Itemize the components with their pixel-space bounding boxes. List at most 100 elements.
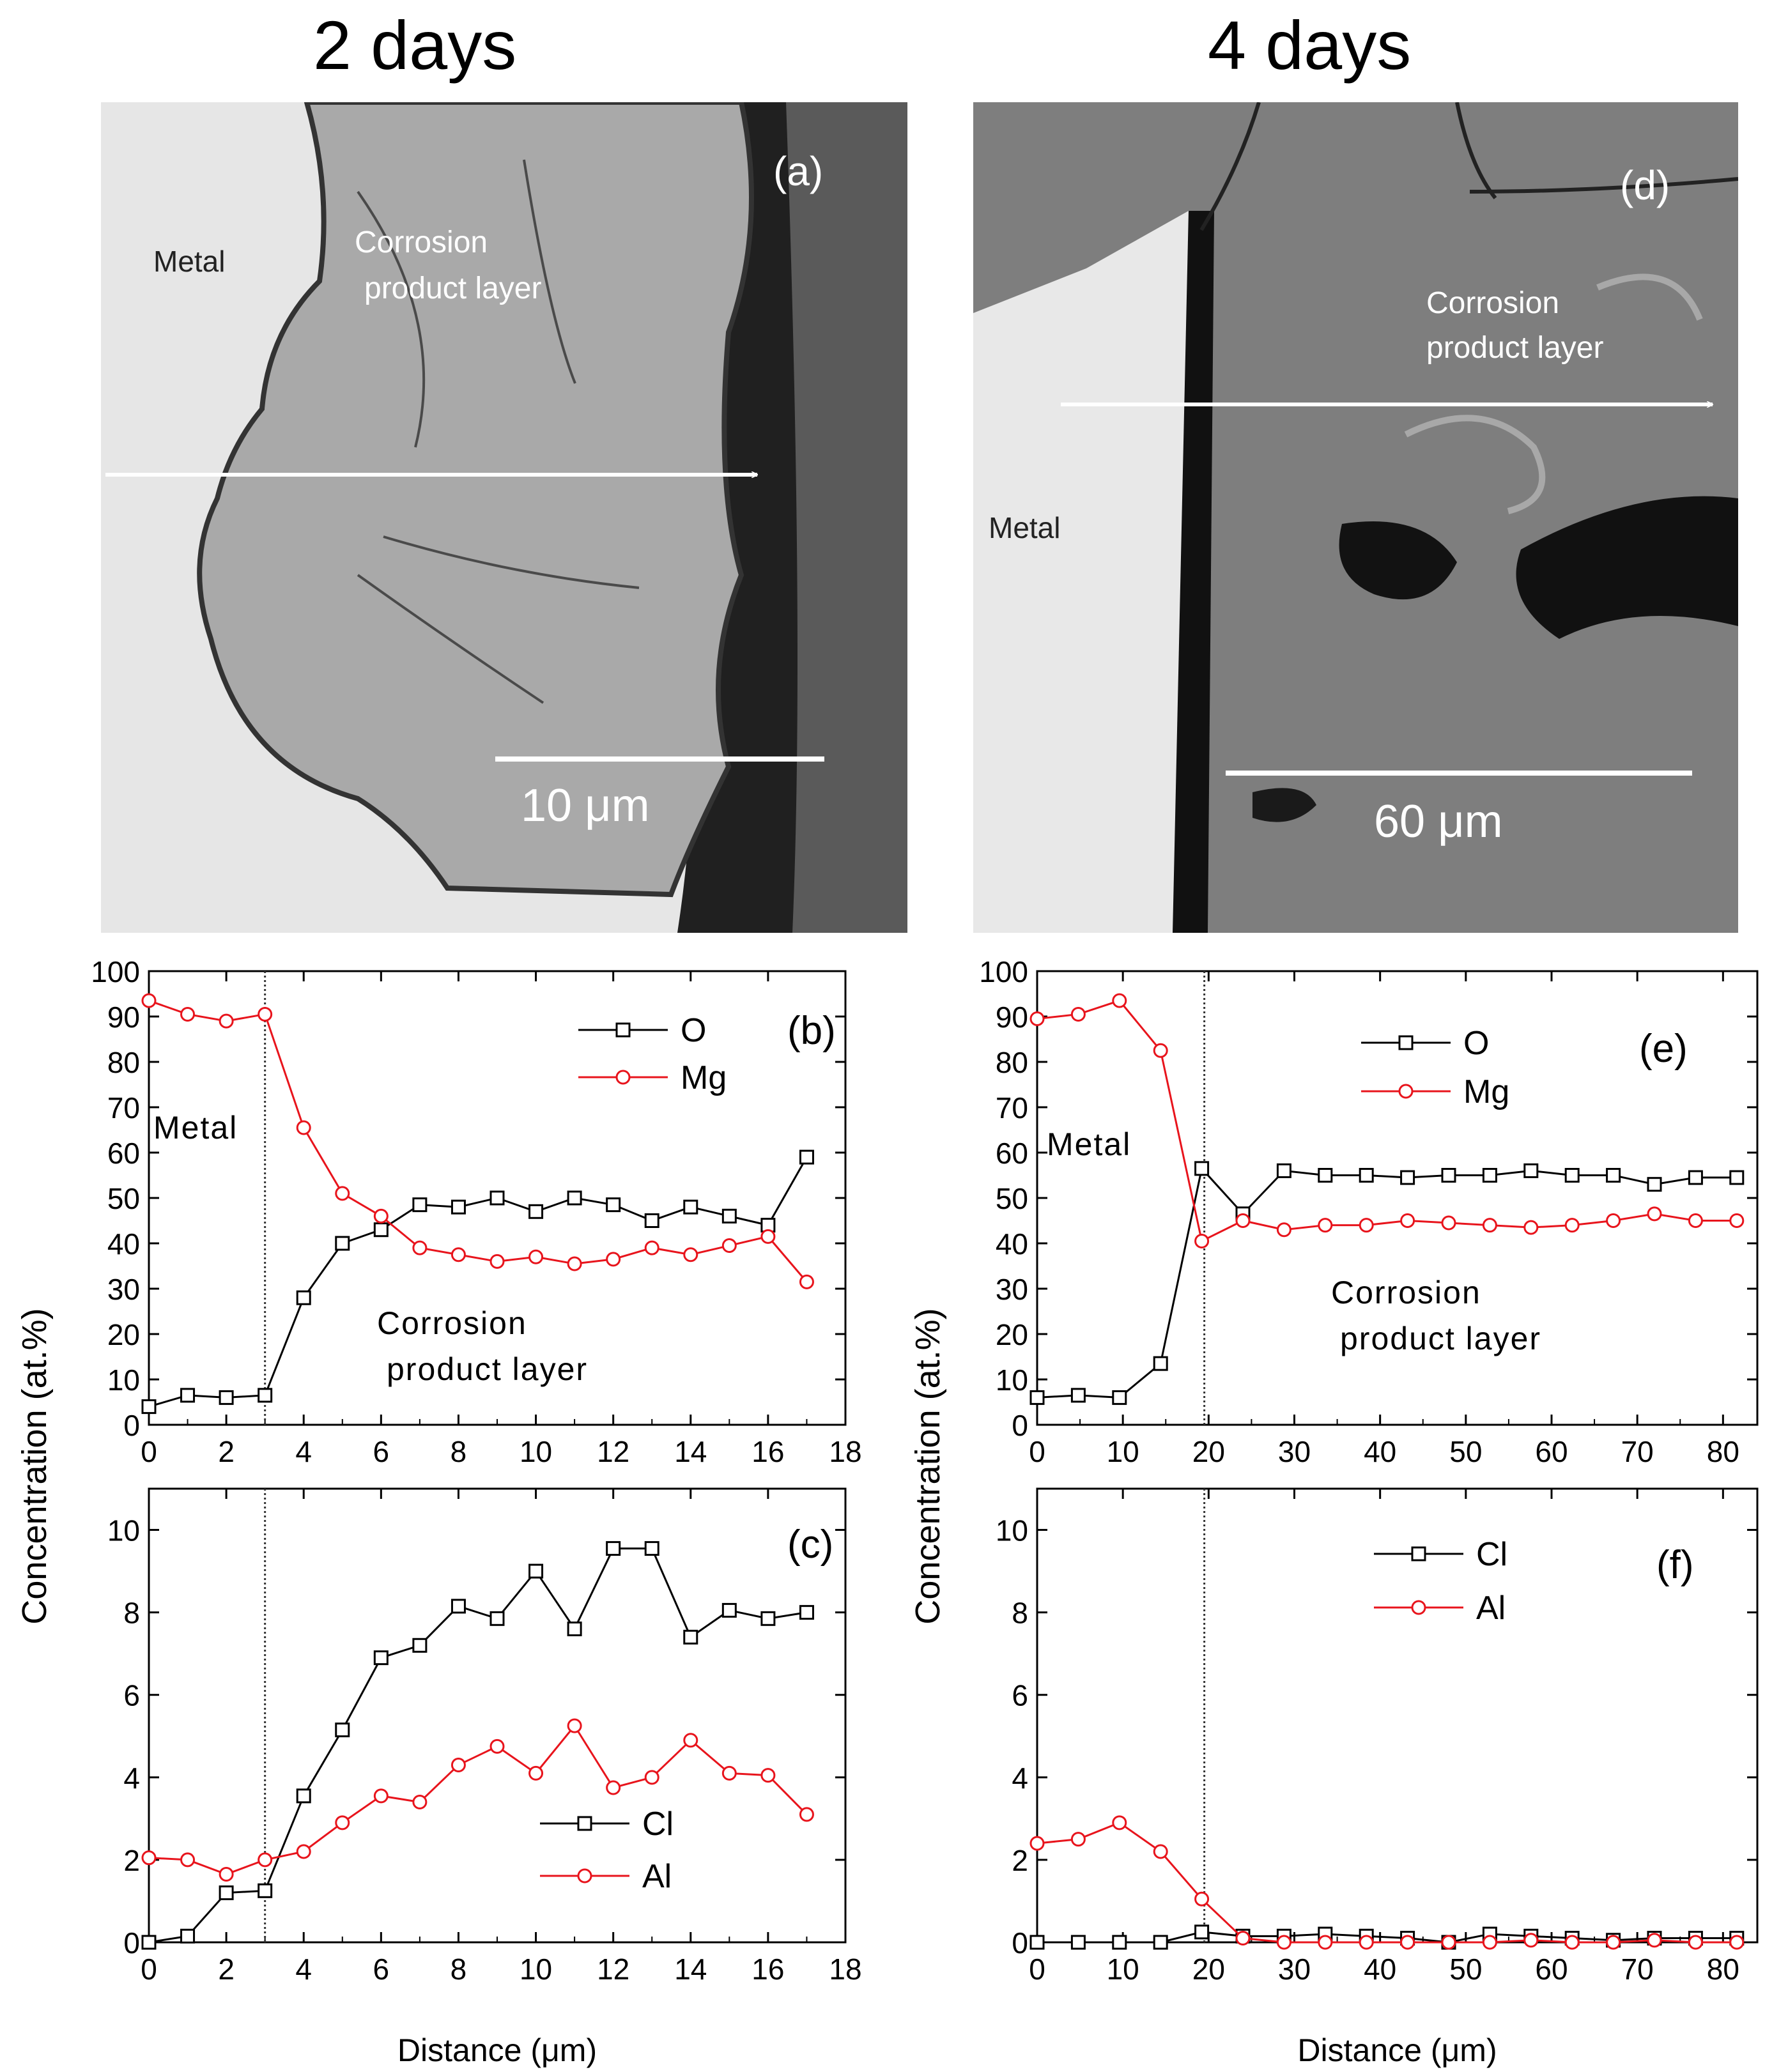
x-tick-label-e: 70 bbox=[1621, 1435, 1654, 1468]
point-o-b bbox=[141, 1399, 157, 1415]
label-d: (d) bbox=[1620, 162, 1670, 208]
x-tick-label-f: 10 bbox=[1107, 1953, 1139, 1986]
point-al-c bbox=[180, 1852, 196, 1868]
point-al-c bbox=[219, 1867, 234, 1882]
point-mg-b bbox=[180, 1006, 196, 1022]
x-tick-label-f: 20 bbox=[1192, 1953, 1225, 1986]
point-mg-b bbox=[489, 1254, 505, 1269]
point-al-f bbox=[1359, 1935, 1374, 1950]
label-layer-d-2: product layer bbox=[1426, 331, 1603, 365]
point-cl-f bbox=[1153, 1935, 1168, 1950]
y-axis-label-right: Concentration (at.%) bbox=[909, 1308, 947, 1624]
point-al-f bbox=[1400, 1935, 1415, 1950]
plot-frame-f bbox=[1036, 1487, 1759, 1944]
x-tick-label-b: 14 bbox=[674, 1435, 707, 1468]
y-tick-label-b: 90 bbox=[107, 1001, 140, 1034]
legend-marker-cl-f bbox=[1411, 1546, 1426, 1562]
point-al-c bbox=[335, 1815, 350, 1830]
point-o-b bbox=[296, 1290, 311, 1305]
x-tick-label-e: 80 bbox=[1707, 1435, 1739, 1468]
point-al-c bbox=[644, 1770, 659, 1785]
point-al-f bbox=[1606, 1935, 1621, 1950]
point-al-c bbox=[489, 1738, 505, 1754]
point-cl-c bbox=[644, 1541, 659, 1556]
x-tick-label-e: 40 bbox=[1364, 1435, 1396, 1468]
x-tick-label-b: 4 bbox=[295, 1435, 312, 1468]
panel-label-e: (e) bbox=[1639, 1027, 1688, 1071]
x-tick-label-e: 60 bbox=[1535, 1435, 1568, 1468]
point-al-c bbox=[567, 1718, 582, 1733]
point-o-b bbox=[721, 1208, 737, 1224]
point-o-e bbox=[1194, 1161, 1210, 1176]
point-cl-c bbox=[528, 1563, 544, 1579]
point-cl-c bbox=[373, 1650, 389, 1666]
x-tick-label-e: 10 bbox=[1107, 1435, 1139, 1468]
scalebar-label-a: 10 μm bbox=[521, 780, 650, 831]
y-tick-label-b: 20 bbox=[107, 1318, 140, 1351]
point-mg-e bbox=[1729, 1213, 1745, 1228]
point-al-f bbox=[1523, 1933, 1539, 1948]
x-tick-label-b: 18 bbox=[829, 1435, 861, 1468]
y-tick-label-b: 10 bbox=[107, 1363, 140, 1397]
point-o-e bbox=[1318, 1168, 1333, 1183]
point-al-f bbox=[1029, 1836, 1045, 1851]
y-tick-label-b: 30 bbox=[107, 1273, 140, 1306]
legend-label-o-e: O bbox=[1463, 1025, 1489, 1062]
point-al-f bbox=[1729, 1935, 1745, 1950]
series-line-mg-b bbox=[148, 999, 808, 1283]
point-mg-b bbox=[606, 1252, 621, 1267]
point-cl-c bbox=[258, 1883, 273, 1898]
point-al-c bbox=[721, 1765, 737, 1781]
point-mg-e bbox=[1112, 993, 1127, 1008]
point-al-f bbox=[1153, 1844, 1168, 1859]
legend-marker-o-b bbox=[615, 1022, 631, 1038]
x-tick-label-b: 10 bbox=[520, 1435, 552, 1468]
point-mg-e bbox=[1276, 1222, 1291, 1238]
point-o-e bbox=[1729, 1170, 1745, 1185]
point-o-b bbox=[567, 1190, 582, 1206]
point-al-f bbox=[1688, 1935, 1703, 1950]
point-o-b bbox=[219, 1390, 234, 1405]
legend-label-mg-b: Mg bbox=[681, 1059, 727, 1096]
point-al-f bbox=[1318, 1935, 1333, 1950]
panel-label-b: (b) bbox=[787, 1009, 836, 1053]
y-tick-label-c: 8 bbox=[123, 1597, 140, 1630]
point-o-b bbox=[606, 1197, 621, 1213]
point-al-f bbox=[1564, 1935, 1580, 1950]
point-mg-b bbox=[451, 1247, 466, 1262]
point-mg-b bbox=[721, 1238, 737, 1254]
point-o-e bbox=[1523, 1163, 1539, 1178]
point-al-c bbox=[683, 1733, 698, 1748]
point-o-b bbox=[412, 1197, 428, 1213]
point-mg-e bbox=[1029, 1011, 1045, 1027]
x-tick-label-c: 6 bbox=[373, 1953, 390, 1986]
point-cl-c bbox=[606, 1541, 621, 1556]
point-cl-c bbox=[760, 1611, 776, 1626]
y-tick-label-b: 80 bbox=[107, 1046, 140, 1079]
point-o-e bbox=[1441, 1168, 1456, 1183]
y-tick-label-b: 70 bbox=[107, 1091, 140, 1124]
y-tick-label-e: 80 bbox=[996, 1046, 1028, 1079]
point-al-f bbox=[1194, 1891, 1210, 1907]
y-tick-label-c: 2 bbox=[123, 1844, 140, 1877]
point-mg-e bbox=[1647, 1206, 1662, 1222]
annotation-e: Metal bbox=[1047, 1126, 1131, 1162]
y-tick-label-f: 6 bbox=[1012, 1679, 1028, 1712]
point-al-c bbox=[296, 1844, 311, 1859]
annotation-e: product layer bbox=[1340, 1321, 1541, 1356]
point-al-c bbox=[412, 1795, 428, 1810]
point-al-f bbox=[1112, 1815, 1127, 1830]
y-tick-label-b: 50 bbox=[107, 1182, 140, 1215]
point-o-b bbox=[528, 1204, 544, 1219]
point-o-e bbox=[1482, 1168, 1497, 1183]
annotation-b: Corrosion bbox=[377, 1305, 527, 1341]
legend-marker-al-f bbox=[1411, 1600, 1426, 1615]
point-mg-b bbox=[528, 1249, 544, 1264]
x-tick-label-c: 8 bbox=[451, 1953, 467, 1986]
point-mg-b bbox=[373, 1208, 389, 1224]
x-tick-label-b: 6 bbox=[373, 1435, 390, 1468]
legend-marker-al-c bbox=[577, 1868, 592, 1884]
x-tick-label-b: 12 bbox=[597, 1435, 629, 1468]
point-cl-c bbox=[683, 1629, 698, 1645]
